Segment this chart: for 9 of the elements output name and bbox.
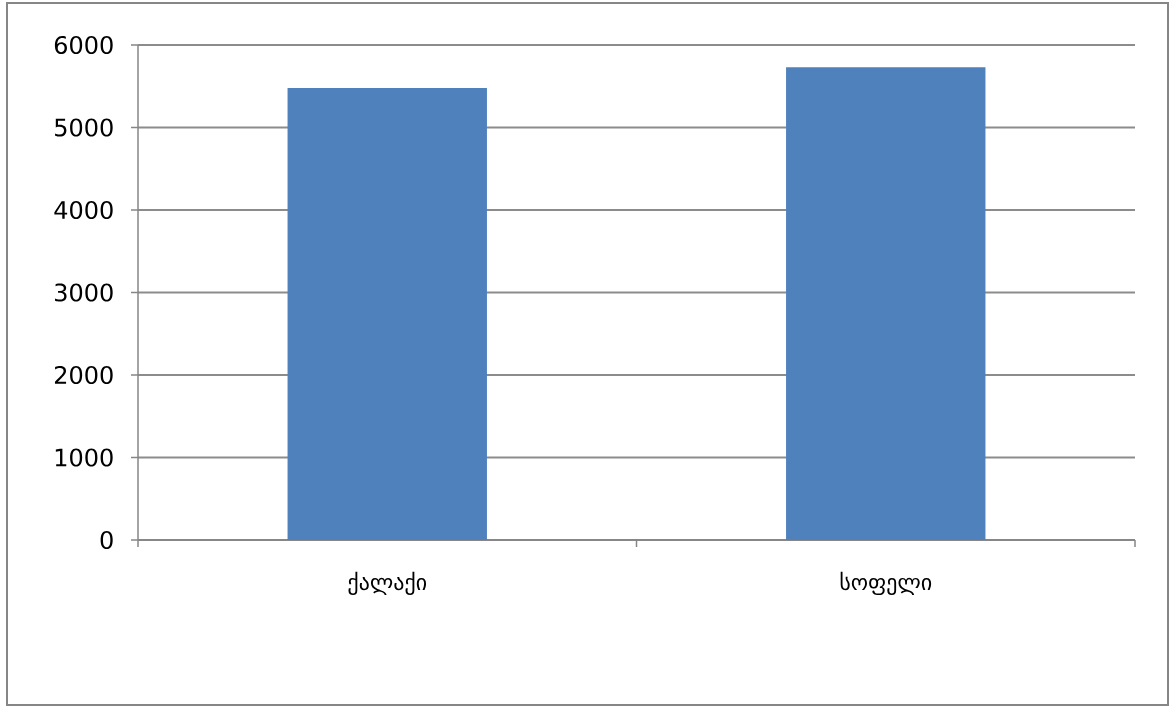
y-tick-label: 1000: [55, 448, 113, 467]
y-tick-label: 0: [100, 530, 113, 550]
y-tick-label: 4000: [54, 200, 113, 220]
y-tick-label: 5000: [55, 118, 113, 137]
x-tick-label: სოფელი: [840, 571, 932, 596]
y-tick-label: 3000: [55, 283, 113, 302]
y-tick-label: 2000: [54, 365, 113, 385]
y-tick-label: 6000: [54, 35, 113, 55]
x-tick-label: ქალაქი: [348, 571, 427, 596]
